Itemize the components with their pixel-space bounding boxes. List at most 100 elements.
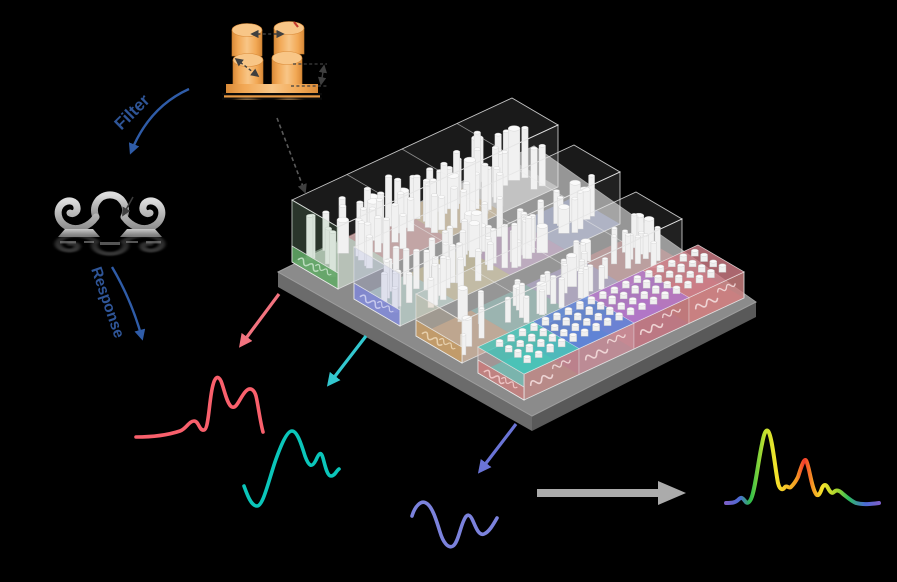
nano-pillar-top — [672, 285, 681, 290]
resonator-base-dashes — [60, 241, 161, 245]
nano-pillar-top — [709, 259, 717, 264]
nano-pillar-top — [427, 277, 435, 281]
nano-pillar-top — [649, 296, 658, 301]
nano-pillar-top — [537, 338, 545, 343]
nano-pillar-top — [562, 317, 570, 321]
nano-pillar-top — [707, 269, 715, 273]
nano-pillar-top — [324, 226, 332, 231]
nano-pillar-top — [460, 189, 468, 193]
nano-pillar-top — [523, 295, 530, 299]
nano-pillar-top — [580, 238, 591, 244]
polymer-squiggle — [584, 348, 609, 361]
nano-pillar-top — [508, 125, 521, 132]
merge-arrow — [537, 481, 686, 505]
nano-pillar-top — [405, 271, 413, 276]
nano-pillar-top — [560, 328, 568, 333]
polymer-squiggle — [552, 359, 571, 370]
nano-pillar-top — [534, 350, 543, 355]
tile-separator — [346, 174, 394, 202]
nano-pillar-top — [581, 250, 588, 255]
nano-pillar-top — [368, 206, 376, 211]
resonator-left-horn — [54, 197, 100, 233]
end-cap-tint — [292, 200, 338, 273]
nano-pillar-top — [516, 339, 524, 344]
nano-pillar-top — [661, 291, 669, 295]
nano-pillar-top — [518, 328, 527, 332]
reconstructed-spectrum-curve — [724, 428, 881, 507]
nano-pillar-top — [457, 285, 468, 291]
nano-pillar-top — [622, 280, 630, 285]
polymer-squiggle — [639, 323, 664, 336]
nano-pillar-top — [525, 343, 534, 348]
dash — [100, 242, 120, 245]
filter-arrow — [128, 87, 190, 155]
nano-pillar-top — [544, 270, 551, 274]
nano-pillar-top — [571, 196, 579, 201]
nano-pillar-top — [338, 196, 346, 200]
nanopillar-top — [273, 21, 305, 35]
polymer-squiggle — [501, 376, 518, 389]
chip-row-2 — [415, 191, 683, 364]
nano-pillar-top — [700, 252, 708, 257]
nano-pillar-top — [642, 279, 651, 284]
nano-pillar-top — [402, 247, 410, 252]
diameter-dimension-arrow — [234, 57, 260, 78]
nano-pillar-top — [583, 317, 591, 322]
zoom-connector-arrow — [276, 117, 307, 194]
nano-pillar-top — [511, 222, 518, 226]
nano-pillar-top — [675, 274, 683, 279]
nano-pillar-top — [496, 172, 504, 176]
nano-pillar-top — [423, 249, 430, 253]
nano-pillar-top — [391, 286, 399, 290]
nano-pillar-top — [521, 126, 529, 130]
nano-pillar-top — [619, 291, 628, 296]
polymer-squiggle — [359, 294, 381, 310]
nano-pillar-top — [514, 348, 522, 353]
nano-pillar-top — [580, 328, 589, 333]
nano-pillar-top — [587, 296, 596, 300]
nanopillar-top — [271, 51, 303, 65]
polymer-squiggle — [694, 297, 719, 310]
polymer-squiggle — [717, 283, 736, 293]
nano-pillar-top — [688, 259, 697, 264]
nano-pillar-top — [691, 248, 699, 253]
nano-pillar-top — [383, 259, 390, 263]
nano-pillar-top — [608, 295, 616, 300]
nano-pillar-top — [494, 132, 502, 137]
nano-pillar-top — [431, 263, 439, 267]
nano-pillar-top — [573, 312, 582, 317]
nano-pillar-top — [615, 312, 623, 316]
resonator-structure — [54, 191, 162, 254]
nano-pillar-top — [306, 214, 314, 218]
nano-pillar-top — [392, 245, 400, 250]
nano-pillar-top — [519, 282, 525, 286]
dash — [126, 241, 138, 243]
unit-cell-substrate — [226, 84, 318, 94]
resonator-loop — [91, 191, 129, 221]
nano-pillar-top — [413, 174, 421, 179]
nano-pillar-top — [576, 300, 584, 305]
nano-pillar-top — [540, 274, 547, 278]
nano-pillar-top — [598, 264, 605, 268]
end-cap-tint — [416, 294, 462, 347]
nano-pillar-top — [548, 333, 557, 338]
spectrum-curve-teal — [242, 429, 341, 508]
nano-pillar-top — [397, 191, 405, 195]
nano-pillar-top — [539, 327, 547, 332]
nano-pillar-top — [602, 257, 609, 261]
dash — [146, 241, 161, 244]
nano-pillar-top — [610, 286, 619, 291]
nano-pillar-top — [382, 217, 390, 221]
response-arrow-cyan — [326, 335, 368, 387]
nano-pillar-top — [578, 258, 585, 262]
nano-pillar-top — [385, 174, 393, 178]
polymer-squiggle — [315, 263, 332, 276]
end-cap-tint — [354, 247, 400, 310]
nano-pillar-top — [470, 210, 483, 216]
nano-pillar-top — [663, 280, 671, 285]
nano-pillar-top — [507, 334, 515, 338]
nano-pillar-top — [456, 242, 463, 246]
tile-separator — [401, 148, 449, 177]
nano-pillar-top — [407, 196, 415, 201]
